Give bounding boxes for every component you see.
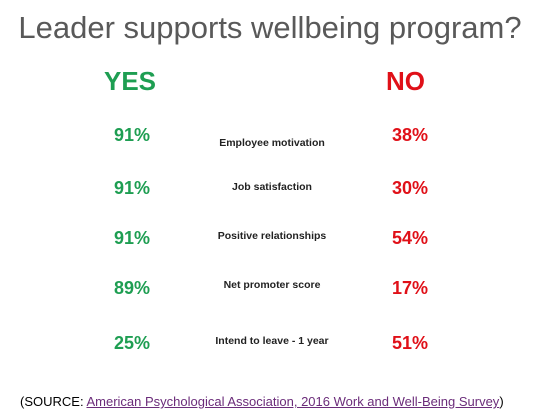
source-link[interactable]: American Psychological Association, 2016…	[86, 394, 500, 409]
source-note: (SOURCE: American Psychological Associat…	[20, 394, 504, 409]
yes-value: 89%	[113, 278, 151, 298]
row-label: Intend to leave - 1 year	[215, 335, 329, 347]
row-label: Employee motivation	[219, 137, 325, 149]
row-label: Net promoter score	[223, 279, 321, 291]
no-value: 51%	[391, 333, 429, 353]
yes-value: 91%	[113, 125, 151, 145]
source-prefix: (SOURCE:	[20, 394, 84, 409]
yes-header: YES	[104, 66, 157, 96]
row-label: Positive relationships	[217, 230, 327, 242]
yes-value: 91%	[113, 178, 151, 198]
yes-value: 91%	[113, 228, 151, 248]
row-label: Job satisfaction	[232, 181, 312, 193]
no-value: 17%	[391, 278, 429, 298]
no-value: 30%	[391, 178, 429, 198]
no-header: NO	[386, 66, 425, 96]
no-value: 54%	[391, 228, 429, 248]
source-suffix: )	[499, 394, 504, 409]
no-value: 38%	[391, 125, 429, 145]
title: Leader supports wellbeing program?	[18, 10, 522, 45]
yes-value: 25%	[113, 333, 151, 353]
